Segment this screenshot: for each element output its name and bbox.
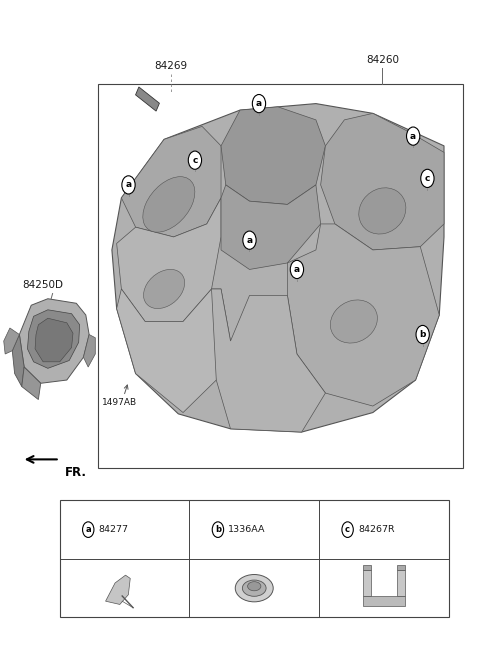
Text: c: c: [425, 174, 430, 183]
Polygon shape: [106, 575, 130, 604]
Polygon shape: [22, 367, 41, 400]
Polygon shape: [321, 113, 444, 250]
Circle shape: [122, 176, 135, 194]
Text: c: c: [192, 155, 198, 165]
Polygon shape: [221, 185, 321, 270]
Polygon shape: [4, 328, 19, 354]
Circle shape: [416, 325, 429, 344]
Circle shape: [290, 260, 303, 279]
Polygon shape: [12, 335, 24, 386]
Polygon shape: [121, 127, 221, 237]
Text: 84277: 84277: [99, 525, 129, 534]
Text: b: b: [420, 330, 426, 339]
Polygon shape: [362, 596, 405, 606]
Polygon shape: [27, 310, 80, 368]
Text: 1497AB: 1497AB: [101, 398, 137, 407]
Bar: [397, 565, 405, 570]
Polygon shape: [84, 335, 96, 367]
Text: 1336AA: 1336AA: [228, 525, 266, 534]
Text: 84267R: 84267R: [358, 525, 395, 534]
Text: 84250D: 84250D: [23, 280, 64, 290]
Polygon shape: [135, 87, 159, 111]
Polygon shape: [212, 289, 325, 432]
Text: a: a: [256, 99, 262, 108]
Text: FR.: FR.: [64, 466, 86, 479]
Text: 84260: 84260: [366, 54, 399, 64]
Bar: [362, 565, 371, 570]
Polygon shape: [117, 198, 221, 321]
Polygon shape: [362, 570, 371, 596]
Ellipse shape: [330, 300, 377, 343]
Polygon shape: [19, 298, 89, 383]
Text: a: a: [125, 180, 132, 190]
Ellipse shape: [143, 176, 195, 232]
Circle shape: [188, 151, 202, 169]
Circle shape: [243, 231, 256, 249]
Polygon shape: [117, 289, 230, 413]
Ellipse shape: [144, 270, 185, 308]
Polygon shape: [288, 224, 439, 406]
Text: c: c: [345, 525, 350, 534]
Text: b: b: [215, 525, 221, 534]
Text: 84269: 84269: [155, 61, 188, 71]
Ellipse shape: [248, 582, 261, 591]
Ellipse shape: [242, 580, 266, 596]
Polygon shape: [397, 570, 405, 596]
Circle shape: [252, 94, 265, 113]
Text: a: a: [246, 236, 252, 245]
Polygon shape: [221, 107, 325, 205]
Ellipse shape: [359, 188, 406, 234]
Circle shape: [342, 522, 353, 537]
Bar: [60, 501, 449, 617]
Bar: [97, 84, 463, 468]
Text: a: a: [85, 525, 91, 534]
Text: a: a: [294, 265, 300, 274]
Text: a: a: [410, 132, 416, 140]
Circle shape: [421, 169, 434, 188]
Polygon shape: [35, 318, 73, 362]
Polygon shape: [112, 104, 444, 432]
Circle shape: [212, 522, 224, 537]
Ellipse shape: [235, 575, 273, 602]
Circle shape: [83, 522, 94, 537]
Circle shape: [407, 127, 420, 145]
